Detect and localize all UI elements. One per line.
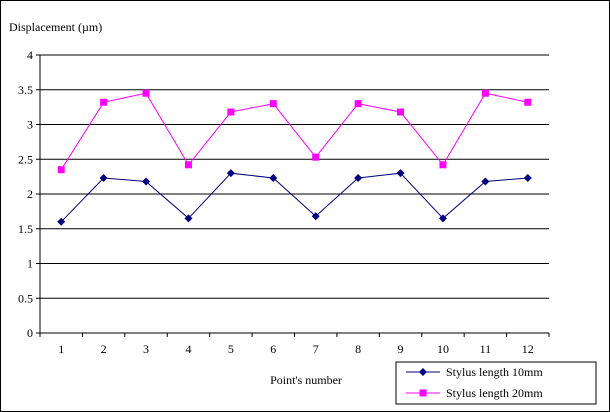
data-point-series-1 [99, 174, 108, 183]
data-point-series-2 [312, 153, 320, 161]
data-point-series-2 [524, 98, 532, 106]
data-point-series-2 [184, 161, 192, 169]
x-tick-label: 11 [480, 342, 492, 356]
y-tick-label: 3.5 [18, 83, 33, 97]
x-tick-label: 8 [355, 342, 361, 356]
y-tick-label: 0.5 [18, 291, 33, 305]
data-point-series-1 [438, 214, 447, 223]
data-point-series-1 [396, 169, 405, 178]
data-point-series-2 [481, 89, 489, 97]
legend-label-series-2: Stylus length 20mm [446, 386, 543, 400]
y-tick-label: 2 [27, 187, 33, 201]
x-axis-title: Point's number [270, 373, 342, 387]
series-lines [57, 89, 532, 226]
data-point-series-2 [354, 100, 362, 108]
series-line-2 [60, 92, 528, 170]
x-tick-label: 6 [270, 342, 276, 356]
series-line-1 [60, 172, 528, 223]
x-tick-label: 5 [228, 342, 234, 356]
gridlines [40, 54, 549, 299]
y-axis-ticks: 0 0.5 1 1.5 2 2.5 3 3.5 4 [18, 48, 40, 340]
x-tick-label: 9 [398, 342, 404, 356]
x-tick-label: 10 [437, 342, 449, 356]
data-point-series-1 [311, 212, 320, 221]
legend-marker-series-1 [419, 368, 427, 376]
data-point-series-1 [481, 177, 490, 186]
y-tick-label: 2.5 [18, 152, 33, 166]
legend-box [395, 361, 597, 405]
x-tick-label: 4 [185, 342, 191, 356]
data-point-series-2 [439, 161, 447, 169]
y-tick-label: 4 [27, 48, 33, 62]
x-axis-ticks: 1 2 3 4 5 6 7 8 9 10 11 12 [39, 333, 550, 356]
legend: Stylus length 10mm Stylus length 20mm [395, 361, 597, 405]
x-tick-label: 3 [143, 342, 149, 356]
data-point-series-1 [142, 177, 151, 186]
y-tick-label: 3 [27, 118, 33, 132]
data-point-series-1 [226, 169, 235, 178]
y-tick-label: 1.5 [18, 222, 33, 236]
x-tick-label: 2 [101, 342, 107, 356]
data-point-series-1 [184, 214, 193, 223]
data-point-series-2 [100, 98, 108, 106]
x-tick-label: 12 [522, 342, 534, 356]
data-point-series-2 [57, 166, 65, 174]
data-point-series-1 [523, 174, 532, 183]
data-point-series-2 [227, 108, 235, 116]
data-point-series-1 [57, 217, 66, 226]
legend-marker-series-2 [419, 389, 427, 397]
y-tick-label: 1 [27, 257, 33, 271]
data-point-series-2 [142, 89, 150, 97]
data-point-series-1 [269, 174, 278, 183]
data-point-series-2 [269, 100, 277, 108]
legend-label-series-1: Stylus length 10mm [446, 365, 543, 379]
data-point-series-1 [354, 174, 363, 183]
x-tick-label: 1 [58, 342, 64, 356]
y-tick-label: 0 [27, 326, 33, 340]
y-axis-title: Displacement (µm) [9, 20, 102, 34]
data-point-series-2 [397, 108, 405, 116]
x-tick-label: 7 [313, 342, 319, 356]
